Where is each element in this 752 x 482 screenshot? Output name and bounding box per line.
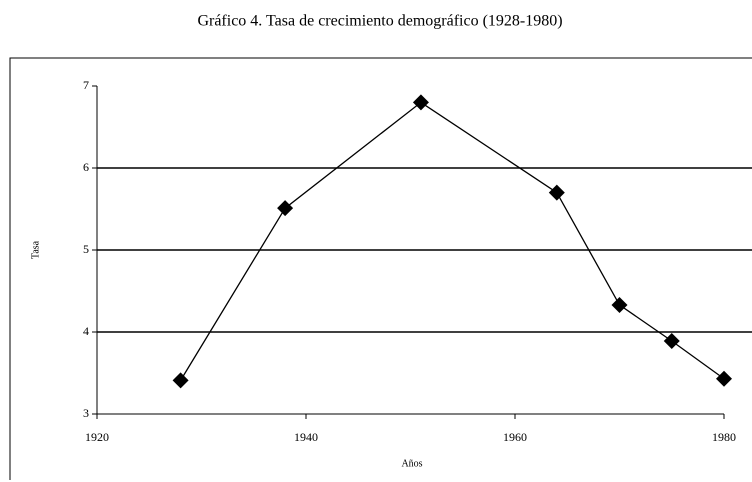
- data-point: [172, 372, 189, 389]
- y-tick-label: 7: [83, 78, 89, 92]
- y-tick-label: 4: [83, 324, 89, 338]
- data-point: [663, 333, 680, 350]
- data-point: [277, 200, 294, 217]
- data-point: [548, 184, 565, 201]
- x-axis-label: Años: [401, 458, 422, 469]
- y-tick-label: 6: [83, 160, 89, 174]
- x-tick-label: 1940: [294, 430, 318, 444]
- data-point: [412, 94, 429, 111]
- x-tick-label: 1960: [503, 430, 527, 444]
- y-tick-label: 5: [83, 242, 89, 256]
- data-point: [716, 370, 732, 387]
- y-tick-label: 3: [83, 406, 89, 420]
- x-tick-label: 1980: [712, 430, 736, 444]
- data-point: [611, 296, 628, 313]
- y-axis-label: Tasa: [30, 240, 41, 259]
- data-line: [180, 101, 725, 381]
- chart-title: Gráfico 4. Tasa de crecimiento demográfi…: [197, 13, 562, 30]
- x-tick-label: 1920: [85, 430, 109, 444]
- frame: [9, 57, 752, 480]
